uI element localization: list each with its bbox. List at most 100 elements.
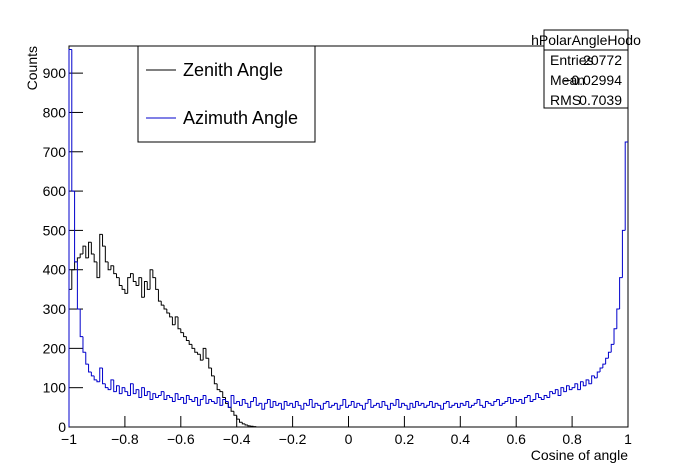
histogram-bin — [571, 387, 575, 390]
histogram-bin — [107, 387, 111, 391]
y-tick-label: 500 — [43, 222, 67, 238]
histogram-bin — [93, 375, 97, 381]
y-axis-label: Counts — [24, 46, 40, 90]
histogram-bin — [543, 395, 547, 400]
histogram-bin — [280, 403, 285, 410]
histogram-bin — [230, 407, 234, 412]
histogram-bin — [236, 400, 240, 404]
histogram-bin — [269, 399, 274, 408]
histogram-bin — [518, 398, 522, 402]
histogram-bin — [370, 399, 374, 408]
histogram-bin — [76, 261, 81, 310]
histogram-bin — [322, 402, 327, 410]
histogram-bin — [74, 191, 78, 263]
histogram-bin — [487, 401, 492, 404]
histogram-bin — [459, 402, 464, 408]
histogram-bin — [138, 277, 142, 286]
histogram-bin — [233, 395, 237, 404]
histogram-bin — [188, 340, 192, 345]
histogram-bin — [68, 49, 72, 427]
histogram-bin — [420, 402, 424, 406]
histogram-bin — [222, 391, 226, 399]
histogram-bin — [381, 400, 385, 408]
histogram-bin — [585, 379, 589, 386]
legend-label: Zenith Angle — [183, 60, 283, 80]
histogram-bin — [116, 273, 120, 279]
y-tick-label: 900 — [43, 65, 67, 81]
x-tick-label: −0.6 — [167, 431, 195, 447]
histogram-bin — [205, 348, 209, 359]
histogram-bin — [540, 397, 545, 400]
stats-box — [543, 29, 629, 109]
histogram-bin — [177, 393, 181, 400]
histogram-bin — [149, 269, 153, 290]
histogram-bin — [345, 399, 349, 408]
histogram-bin — [202, 347, 206, 361]
histogram-bin — [191, 399, 195, 402]
histogram-bin — [546, 395, 550, 399]
histogram-bin — [297, 401, 301, 406]
histogram-bin — [579, 381, 584, 390]
histogram-bin — [247, 425, 251, 427]
histogram-bin — [227, 401, 232, 408]
histogram-bin — [132, 273, 137, 283]
histogram-bin — [476, 398, 480, 404]
histogram-bin — [445, 400, 450, 404]
histogram-bin — [403, 403, 408, 406]
stats-value: 0.7039 — [579, 92, 622, 108]
histogram-bin — [398, 399, 402, 408]
histogram-bin — [99, 367, 103, 382]
histogram-bin — [375, 402, 380, 406]
histogram-bin — [233, 411, 237, 416]
histogram-bin — [389, 402, 394, 410]
histogram-bin — [392, 403, 397, 406]
x-tick-label: 0.2 — [395, 431, 415, 447]
histogram-bin — [197, 352, 201, 355]
histogram-bin — [359, 403, 363, 406]
histogram-bin — [283, 400, 288, 410]
histogram-bin — [356, 402, 360, 408]
histogram-bin — [118, 385, 123, 395]
histogram-bin — [129, 383, 134, 396]
histogram-bin — [465, 400, 469, 406]
histogram-bin — [88, 241, 92, 258]
histogram-bin — [361, 405, 366, 410]
histogram-bin — [591, 375, 595, 384]
histogram-bin — [102, 234, 106, 247]
histogram-bin — [552, 391, 556, 395]
histogram-bin — [141, 387, 145, 398]
histogram-bin — [166, 309, 170, 314]
histogram-bin — [577, 383, 581, 391]
histogram-bin — [378, 403, 383, 408]
histogram-bin — [194, 397, 198, 402]
histogram-bin — [219, 397, 223, 406]
y-tick-label: 700 — [43, 144, 67, 160]
histogram-bin — [146, 391, 151, 396]
histogram-bin — [90, 371, 95, 377]
histogram-bin — [457, 403, 461, 408]
histogram-bin — [412, 403, 416, 408]
histogram-bin — [244, 399, 248, 404]
histogram-bin — [230, 395, 234, 408]
y-tick-label: 400 — [43, 262, 67, 278]
histogram-bin — [250, 400, 254, 408]
histogram-bin — [124, 387, 128, 393]
legend-box — [137, 45, 316, 143]
histogram-bin — [79, 253, 83, 258]
histogram-bin — [149, 391, 153, 400]
histogram-bin — [512, 398, 517, 404]
x-tick-label: −0.4 — [223, 431, 251, 447]
histogram-bin — [174, 316, 179, 325]
histogram-bin — [213, 401, 218, 404]
histogram-bin — [496, 398, 500, 402]
histogram-bin — [599, 367, 603, 372]
histogram-bin — [593, 375, 598, 379]
histogram-bin — [431, 401, 436, 408]
histogram-bin — [152, 269, 156, 279]
histogram-bin — [110, 379, 114, 390]
x-tick-label: 0.6 — [506, 431, 526, 447]
histogram-bin — [185, 336, 190, 341]
histogram-bin — [300, 405, 304, 410]
histogram-bin — [180, 328, 184, 334]
histogram-bin — [88, 364, 92, 373]
